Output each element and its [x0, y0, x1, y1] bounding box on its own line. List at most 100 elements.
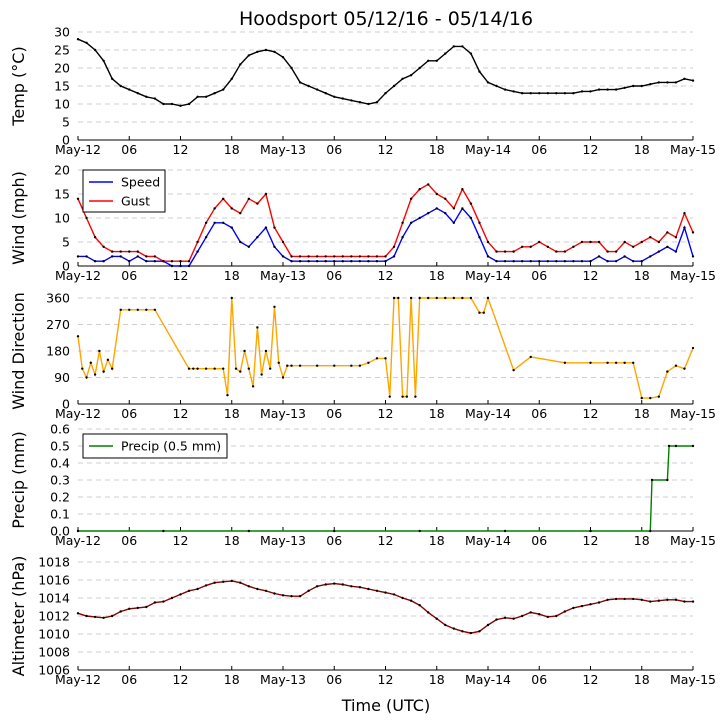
- temp-series-0-point: [649, 83, 652, 86]
- temp-x-tick-label: 06: [121, 142, 137, 157]
- wind-x-tick-label: May-13: [260, 268, 306, 283]
- wind-direction-series-0-point: [632, 361, 635, 364]
- temp-y-tick-label: 5: [62, 115, 70, 130]
- wind-series-1-point: [409, 197, 413, 200]
- altimeter-series-0-point: [444, 623, 447, 627]
- temp-series-0-point: [162, 102, 165, 106]
- temp-series-0-point: [392, 84, 396, 88]
- wind-direction-series-0-point: [213, 367, 216, 370]
- wind-direction-series-0-point: [409, 296, 413, 300]
- wind-panel: 0 5 10 15 20 May-12 06 12 18 May-13 06 12 18 May-14 06…: [9, 163, 716, 284]
- wind-series-1-point: [307, 255, 310, 258]
- wind-series-0-point: [666, 245, 669, 248]
- temp-series-0-point: [589, 90, 592, 93]
- wind-direction-series-0-point: [76, 335, 80, 338]
- altimeter-x-tick-label: 12: [583, 672, 599, 687]
- wind-series-0-point: [520, 260, 524, 263]
- wind-series-1-point: [247, 197, 251, 200]
- precip-series-0-point: [691, 444, 695, 448]
- wind-series-1-point: [76, 197, 80, 200]
- altimeter-series-0-point: [666, 598, 669, 601]
- altimeter-series-0-point: [350, 585, 353, 588]
- altimeter-series-0-point: [196, 587, 199, 591]
- altimeter-series-0-point: [469, 631, 473, 635]
- wind-series-0-point: [213, 221, 216, 224]
- altimeter-series-0-point: [418, 604, 421, 607]
- wind-series-1-point: [179, 260, 182, 263]
- wind-direction-series-0-point: [478, 311, 481, 314]
- wind-series-0-point: [691, 255, 695, 258]
- wind-series-1-point: [298, 255, 302, 258]
- wind-series-1-point: [85, 216, 88, 220]
- wind-y-tick-label: 5: [62, 235, 70, 250]
- temp-series-0-point: [546, 92, 549, 95]
- temp-x-tick-label: 06: [326, 142, 342, 157]
- wind-direction-x-tick-label: May-15: [670, 406, 716, 421]
- wind-series-1-point: [469, 202, 473, 205]
- temp-series-0-point: [401, 77, 404, 81]
- altimeter-series-0-point: [435, 617, 438, 620]
- wind-direction-series-0-point: [128, 308, 131, 311]
- wind-direction-series-0-point: [192, 367, 195, 370]
- wind-y-tick-label: 20: [54, 163, 70, 178]
- wind-series-1-point: [614, 250, 618, 253]
- wind-direction-series-0-point: [358, 364, 362, 367]
- wind-series-0-point: [341, 260, 344, 263]
- altimeter-series-0-point: [384, 591, 387, 594]
- wind-series-1-point: [546, 245, 549, 248]
- wind-series-1-point: [375, 255, 379, 258]
- altimeter-series-0-point: [623, 597, 626, 601]
- precip-series-0-point: [666, 478, 669, 482]
- wind-direction-series-0-point: [333, 364, 336, 367]
- wind-series-1-point: [196, 240, 199, 244]
- wind-series-1-point: [401, 221, 404, 224]
- wind-series-0-point: [418, 216, 421, 220]
- wind-series-1-point: [649, 236, 652, 239]
- altimeter-series-0-point: [452, 627, 456, 630]
- wind-series-0-point: [170, 264, 174, 268]
- precip-series-0-point: [589, 529, 592, 533]
- altimeter-series-0-point: [674, 598, 678, 601]
- precip-x-tick-label: 18: [429, 533, 445, 548]
- precip-series-0-point: [649, 529, 652, 533]
- altimeter-x-tick-label: 06: [531, 672, 547, 687]
- altimeter-x-tick-label: 18: [224, 672, 240, 687]
- wind-series-0-point: [367, 260, 370, 263]
- wind-series-0-point: [674, 250, 678, 253]
- temp-series-0-point: [324, 92, 327, 95]
- altimeter-x-tick-label: 12: [173, 672, 189, 687]
- x-axis-label: Time (UTC): [341, 696, 430, 715]
- wind-direction-series-0-point: [110, 367, 114, 370]
- wind-series-1-point: [503, 250, 507, 253]
- wind-direction-series-0-point: [315, 364, 319, 367]
- temp-series-0-point: [213, 92, 216, 95]
- temp-series-0-point: [222, 88, 225, 91]
- temp-series-0-point: [623, 86, 626, 90]
- wind-direction-x-tick-label: 12: [173, 406, 189, 421]
- wind-series-1-point: [589, 240, 592, 244]
- temp-series-0-point: [563, 92, 567, 95]
- temp-series-0-point: [128, 88, 131, 91]
- temp-series-0-point: [281, 56, 285, 59]
- temp-series-0-point: [256, 50, 259, 53]
- wind-direction-x-tick-label: 06: [326, 406, 342, 421]
- altimeter-series-0-point: [213, 581, 216, 584]
- wind-legend: [82, 169, 166, 213]
- wind-series-0-point: [512, 260, 515, 263]
- wind-series-1-point: [563, 250, 567, 253]
- wind-direction-x-tick-label: May-14: [465, 406, 511, 421]
- wind-direction-series-0-line: [77, 295, 694, 399]
- wind-direction-series-0-point: [239, 370, 242, 373]
- temp-series-0-point: [170, 102, 174, 106]
- wind-series-1-point: [444, 197, 447, 200]
- wind-series-0-point: [614, 260, 618, 263]
- altimeter-series-0-point: [520, 614, 524, 618]
- temp-series-0-point: [230, 77, 233, 81]
- precip-x-tick-label: 12: [583, 533, 599, 548]
- altimeter-series-0-point: [606, 598, 609, 601]
- temp-x-tick-label: 12: [583, 142, 599, 157]
- precip-x-tick-label: May-13: [260, 533, 306, 548]
- wind-x-tick-label: 12: [378, 268, 394, 283]
- wind-direction-series-0-point: [89, 361, 93, 364]
